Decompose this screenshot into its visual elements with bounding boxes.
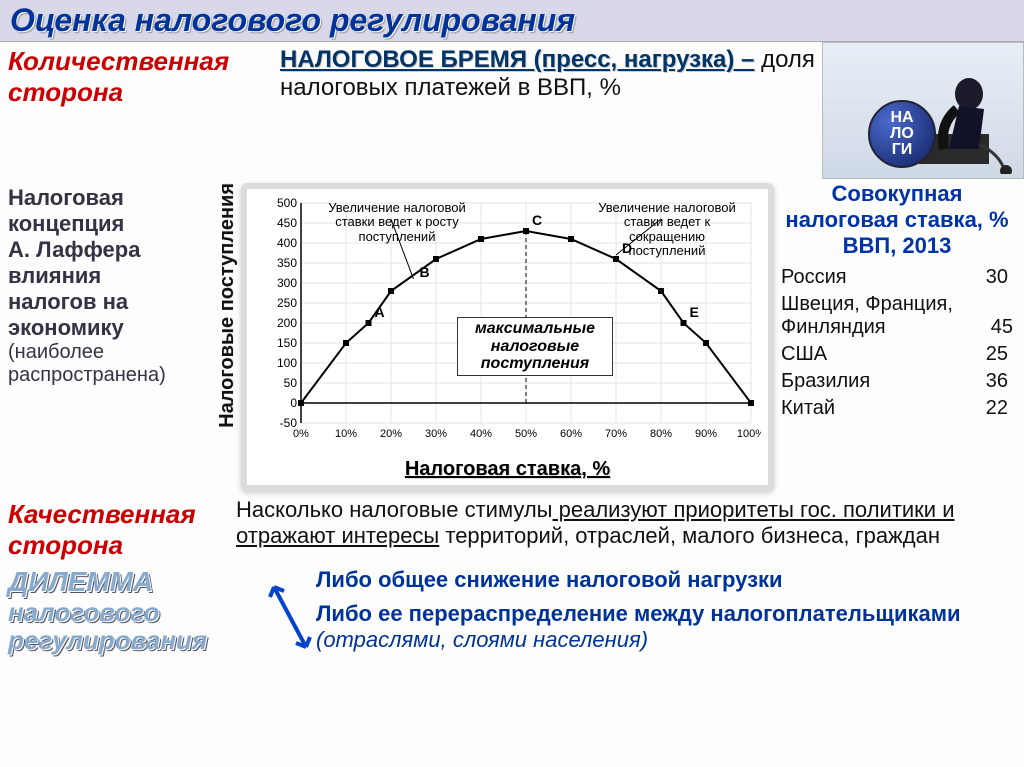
- split-arrow-icon: [268, 573, 312, 661]
- chart-caption-right: Увеличение налоговой ставки ведет к сокр…: [597, 201, 737, 258]
- svg-text:20%: 20%: [380, 428, 402, 440]
- title-bar: Оценка налогового регулирования: [0, 0, 1024, 42]
- svg-text:0%: 0%: [293, 428, 309, 440]
- laffer-chart: -500501001502002503003504004505000%10%20…: [241, 183, 774, 491]
- dilemma-opt2: Либо ее перераспределение между налогопл…: [316, 601, 1024, 653]
- svg-text:250: 250: [277, 296, 297, 310]
- qualitative-side-label: Качественная сторона: [0, 497, 236, 563]
- svg-text:400: 400: [277, 236, 297, 250]
- table-row: Россия30: [780, 265, 1014, 290]
- svg-text:50%: 50%: [515, 428, 537, 440]
- tax-rates-panel: Совокупная налоговая ставка, % ВВП, 2013…: [774, 179, 1024, 491]
- chart-ylabel: Налоговые поступления: [214, 183, 241, 428]
- dilemma-options: Либо общее снижение налоговой нагрузки Л…: [276, 567, 1024, 655]
- svg-text:0: 0: [290, 396, 297, 410]
- svg-text:90%: 90%: [695, 428, 717, 440]
- svg-text:C: C: [532, 212, 542, 228]
- svg-text:500: 500: [277, 196, 297, 210]
- dilemma-opt1: Либо общее снижение налоговой нагрузки: [316, 567, 1024, 593]
- laffer-l3: А. Лаффера: [8, 237, 208, 263]
- laffer-concept-label: Налоговая концепция А. Лаффера влияния н…: [0, 179, 214, 491]
- quantitative-side-label: Количественная сторона: [0, 42, 276, 179]
- laffer-sub: (наиболее распространена): [8, 341, 208, 387]
- burden-term: НАЛОГОВОЕ БРЕМЯ (пресс, нагрузка) –: [280, 46, 754, 73]
- chart-caption-left: Увеличение налоговой ставки ведет к рост…: [327, 201, 467, 244]
- dilemma-opt2a: Либо ее перераспределение между налогопл…: [316, 601, 961, 626]
- chart-max-label: максимальные налоговые поступления: [457, 317, 613, 376]
- table-row: Бразилия36: [780, 369, 1014, 394]
- laffer-l6: экономику: [8, 315, 208, 341]
- table-row: Китай22: [780, 396, 1014, 421]
- laffer-l2: концепция: [8, 211, 208, 237]
- laffer-l4: влияния: [8, 263, 208, 289]
- qual-part2: территорий, отраслей, малого бизнеса, гр…: [439, 523, 940, 548]
- laffer-l5: налогов на: [8, 289, 208, 315]
- chart-xlabel: Налоговая ставка, %: [251, 458, 764, 481]
- svg-text:50: 50: [284, 376, 298, 390]
- tax-burden-definition: НАЛОГОВОЕ БРЕМЯ (пресс, нагрузка) – доля…: [276, 42, 822, 179]
- svg-text:100%: 100%: [737, 428, 761, 440]
- dilemma-label: ДИЛЕММА налогового регулирования: [0, 567, 276, 655]
- svg-text:30%: 30%: [425, 428, 447, 440]
- svg-text:200: 200: [277, 316, 297, 330]
- svg-text:450: 450: [277, 216, 297, 230]
- svg-text:70%: 70%: [605, 428, 627, 440]
- svg-text:100: 100: [277, 356, 297, 370]
- table-row: США25: [780, 342, 1014, 367]
- qualitative-text: Насколько налоговые стимулы реализуют пр…: [236, 497, 1024, 563]
- table-row: Швеция, Франция,Финляндия45: [780, 292, 1014, 340]
- dilemma-l1: ДИЛЕММА: [8, 567, 268, 598]
- page-title: Оценка налогового регулирования: [10, 2, 575, 38]
- dilemma-l2: налогового: [8, 598, 268, 627]
- dilemma-opt2b: (отраслями, слоями населения): [316, 627, 648, 652]
- svg-text:80%: 80%: [650, 428, 672, 440]
- laffer-l1: Налоговая: [8, 185, 208, 211]
- illustration-box: НА ЛО ГИ: [822, 42, 1024, 179]
- svg-text:A: A: [375, 304, 385, 320]
- qual-part1: Насколько налоговые стимулы: [236, 497, 553, 522]
- rates-table: Россия30Швеция, Франция,Финляндия45США25…: [778, 263, 1016, 423]
- svg-text:60%: 60%: [560, 428, 582, 440]
- dilemma-l3: регулирования: [8, 626, 268, 655]
- svg-text:B: B: [420, 264, 430, 280]
- svg-text:150: 150: [277, 336, 297, 350]
- svg-text:350: 350: [277, 256, 297, 270]
- nalogi-ball-icon: НА ЛО ГИ: [868, 100, 936, 168]
- rates-header: Совокупная налоговая ставка, % ВВП, 2013: [778, 181, 1016, 259]
- svg-text:40%: 40%: [470, 428, 492, 440]
- svg-text:10%: 10%: [335, 428, 357, 440]
- svg-text:300: 300: [277, 276, 297, 290]
- svg-text:E: E: [690, 304, 699, 320]
